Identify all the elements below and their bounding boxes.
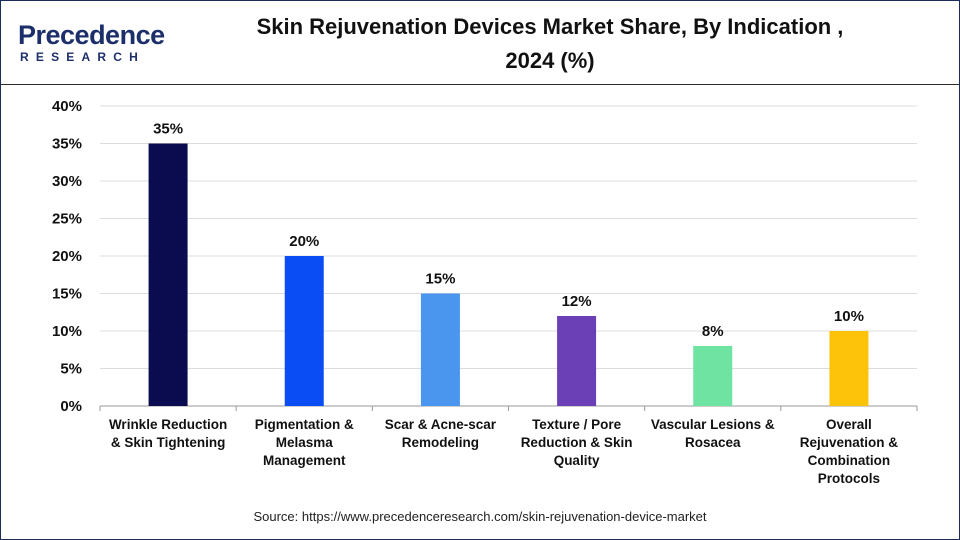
data-label: 8% xyxy=(702,323,724,340)
chart-title: Skin Rejuvenation Devices Market Share, … xyxy=(256,14,844,73)
data-label: 12% xyxy=(562,293,592,310)
x-category-label: Scar & Acne-scar Remodeling xyxy=(385,417,497,450)
source-note: Source: https://www.precedenceresearch.c… xyxy=(253,509,707,524)
y-tick-label: 0% xyxy=(60,398,82,415)
x-category-label: Wrinkle Reduction & Skin Tightening xyxy=(109,417,227,450)
x-category-label-line: Vascular Lesions & xyxy=(651,417,775,432)
x-category-label: Pigmentation & Melasma Management xyxy=(255,417,354,468)
x-category-label: Overall Rejuvenation & Combination Protocol… xyxy=(800,417,899,486)
x-category-label-line: Pigmentation & xyxy=(255,417,354,432)
x-category-label-line: Remodeling xyxy=(402,435,479,450)
x-category-label-line: Scar & Acne-scar xyxy=(385,417,497,432)
bar xyxy=(693,346,733,406)
bar xyxy=(829,331,869,406)
x-category-label: Vascular Lesions & Rosacea xyxy=(651,417,775,450)
logo-subtitle: RESEARCH xyxy=(20,50,145,64)
x-category-label-line: Protocols xyxy=(818,471,880,486)
y-tick-label: 20% xyxy=(52,248,82,265)
data-label: 20% xyxy=(289,233,319,250)
x-category-label-line: Rejuvenation & xyxy=(800,435,899,450)
data-label: 15% xyxy=(425,271,455,288)
y-tick-label: 5% xyxy=(60,361,82,378)
logo-wordmark: Precedence xyxy=(18,20,165,50)
x-category-label-line: & Skin Tightening xyxy=(111,435,226,450)
y-tick-label: 40% xyxy=(52,98,82,115)
x-category-label-line: Management xyxy=(263,453,346,468)
y-tick-label: 35% xyxy=(52,136,82,153)
y-tick-label: 25% xyxy=(52,211,82,228)
x-category-label-line: Combination xyxy=(808,453,891,468)
y-tick-label: 15% xyxy=(52,286,82,303)
bar xyxy=(284,256,324,406)
x-category-label-line: Melasma xyxy=(276,435,334,450)
y-tick-label: 10% xyxy=(52,323,82,340)
bar xyxy=(148,143,188,406)
header-divider xyxy=(1,84,959,85)
x-category-label-line: Overall xyxy=(826,417,872,432)
data-label: 35% xyxy=(153,121,183,138)
bar xyxy=(557,316,597,406)
x-category-label-line: Rosacea xyxy=(685,435,741,450)
x-category-label-line: Texture / Pore xyxy=(532,417,622,432)
x-category-label: Texture / Pore Reduction & Skin Quality xyxy=(521,417,633,468)
precedence-research-logo: Precedence RESEARCH xyxy=(18,20,168,70)
x-category-label-line: Reduction & Skin xyxy=(521,435,633,450)
y-tick-label: 30% xyxy=(52,173,82,190)
bar xyxy=(420,293,460,406)
x-category-label-line: Quality xyxy=(554,453,600,468)
x-category-label-line: Wrinkle Reduction xyxy=(109,417,227,432)
data-label: 10% xyxy=(834,308,864,325)
